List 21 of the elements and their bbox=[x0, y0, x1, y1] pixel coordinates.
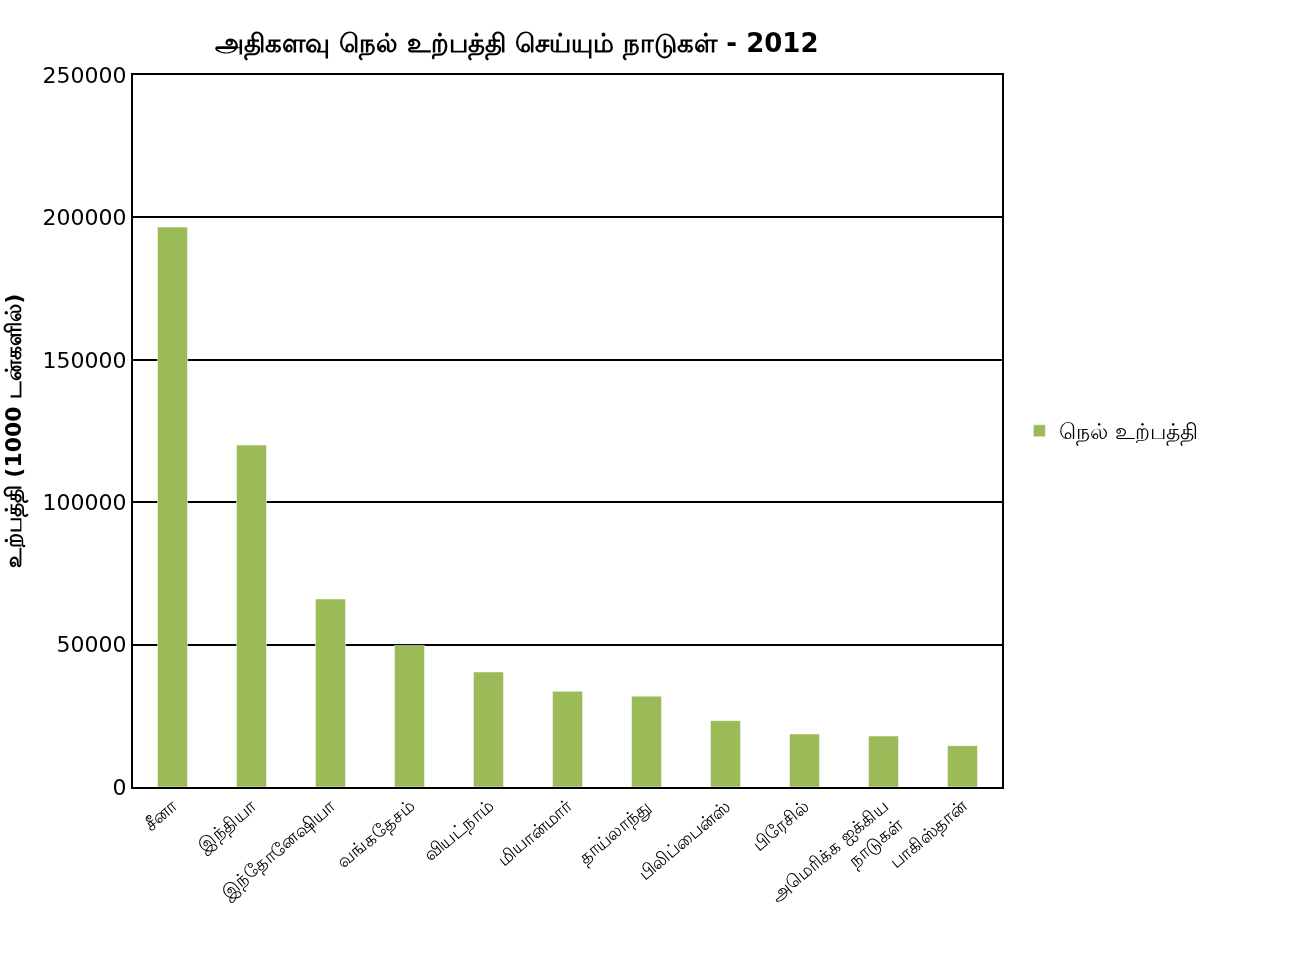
bar bbox=[868, 735, 899, 787]
bar bbox=[394, 645, 425, 787]
bar bbox=[947, 745, 978, 787]
y-tick-label: 100000 bbox=[42, 489, 127, 515]
bar bbox=[552, 691, 583, 787]
legend-label: நெல் உற்பத்தி bbox=[1059, 419, 1199, 447]
bar bbox=[315, 598, 346, 787]
y-tick-label: 50000 bbox=[56, 632, 127, 658]
bar bbox=[789, 733, 820, 787]
bar bbox=[473, 671, 504, 787]
chart-title: அதிகளவு நெல் உற்பத்தி செய்யும் நாடுகள் - 2012 bbox=[215, 28, 819, 62]
y-tick-label: 0 bbox=[112, 774, 127, 800]
bar bbox=[631, 695, 662, 787]
y-tick-label: 250000 bbox=[42, 62, 127, 88]
bar bbox=[710, 720, 741, 787]
y-axis-title: உற்பத்தி (1000 டன்களில்) bbox=[0, 293, 29, 569]
bar bbox=[157, 226, 188, 787]
y-tick-label: 200000 bbox=[42, 205, 127, 231]
bar bbox=[236, 444, 267, 787]
x-tick-label: சீனா bbox=[139, 794, 182, 835]
y-tick-label: 150000 bbox=[42, 347, 127, 373]
